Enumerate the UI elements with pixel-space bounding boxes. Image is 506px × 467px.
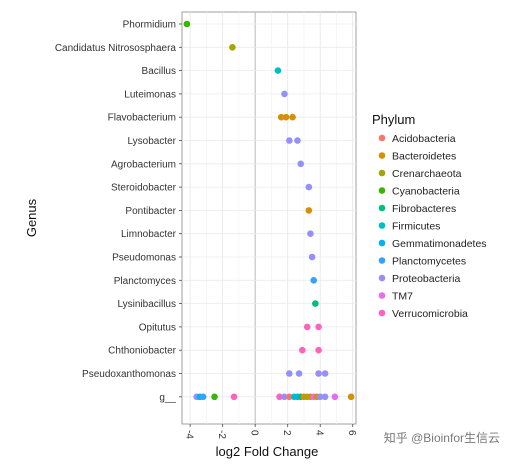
legend-key — [378, 152, 386, 159]
legend-key — [378, 187, 386, 194]
legend-key — [378, 239, 386, 247]
data-point — [276, 393, 283, 401]
data-point — [295, 370, 303, 377]
legend-key — [378, 222, 386, 229]
y-tick-label: Pseudoxanthomonas — [82, 369, 176, 380]
legend-key — [378, 309, 386, 317]
y-tick-label: g__ — [159, 392, 176, 403]
data-points — [183, 20, 355, 401]
x-tick-label: 6 — [346, 430, 357, 436]
data-point — [229, 44, 236, 51]
x-axis-title: log2 Fold Change — [216, 444, 319, 459]
legend-label: Bacteroidetes — [392, 150, 456, 162]
x-tick-label: 2 — [281, 430, 292, 436]
data-point — [315, 370, 322, 377]
legend-label: Acidobacteria — [392, 133, 456, 145]
data-point — [281, 90, 288, 98]
data-point — [347, 393, 355, 401]
x-tick-label: 0 — [249, 430, 260, 436]
y-tick-label: Agrobacterium — [111, 159, 176, 170]
y-tick-label: Pseudomonas — [112, 253, 176, 264]
legend-label: TM7 — [392, 290, 413, 302]
watermark: 知乎 @Bioinfor生信云 — [384, 431, 500, 445]
data-point — [277, 113, 285, 121]
y-tick-label: Steroidobacter — [111, 183, 177, 194]
legend-label: Planctomycetes — [392, 255, 466, 267]
data-point — [305, 183, 313, 191]
data-point — [307, 230, 314, 237]
y-tick-label: Luteimonas — [124, 89, 176, 100]
data-point — [315, 346, 322, 354]
data-point — [230, 393, 238, 401]
x-tick-label: -2 — [216, 430, 227, 439]
legend-key — [378, 134, 386, 142]
legend-label: Verrucomicrobia — [392, 308, 468, 320]
data-point — [331, 393, 339, 401]
data-point — [294, 137, 301, 144]
y-tick-label: Pontibacter — [125, 206, 176, 217]
x-tick-label: -4 — [184, 430, 195, 439]
legend-label: Crenarchaeota — [392, 168, 462, 180]
data-point — [286, 370, 293, 377]
data-point — [321, 370, 329, 377]
data-point — [289, 113, 296, 121]
data-point — [312, 300, 319, 307]
y-tick-label: Candidatus Nitrososphaera — [55, 43, 177, 54]
legend-title: Phylum — [372, 112, 415, 127]
data-point — [274, 67, 282, 74]
data-point — [303, 323, 311, 331]
data-point — [316, 393, 324, 401]
data-point — [286, 393, 293, 401]
y-tick-label: Planctomyces — [114, 276, 176, 287]
legend-label: Fibrobacteres — [392, 203, 456, 215]
grid — [182, 12, 356, 424]
panel-background — [181, 11, 357, 425]
legend-key — [378, 257, 386, 264]
data-point — [315, 323, 322, 331]
y-tick-label: Limnobacter — [121, 229, 177, 240]
data-point — [321, 393, 329, 401]
legend-key — [378, 292, 386, 299]
y-tick-label: Flavobacterium — [108, 113, 176, 124]
data-point — [297, 160, 305, 168]
data-point — [286, 137, 293, 144]
legend-label: Cyanobacteria — [392, 185, 460, 197]
data-point — [183, 20, 191, 28]
y-tick-label: Lysinibacillus — [117, 299, 176, 310]
y-tick-label: Phormidium — [123, 20, 176, 31]
y-tick-label: Opitutus — [139, 322, 176, 333]
x-tick-label: 4 — [314, 430, 325, 436]
data-point — [310, 277, 318, 284]
x-tick-labels: -4 -2 0 2 4 6 — [184, 424, 357, 439]
data-point — [282, 113, 290, 121]
y-tick-label: Chthoniobacter — [108, 346, 176, 357]
legend-key — [378, 204, 386, 212]
legend-label: Firmicutes — [392, 220, 440, 232]
y-tick-label: Lysobacter — [127, 136, 176, 147]
legend-label: Gemmatimonadetes — [392, 238, 487, 250]
data-point — [199, 393, 207, 401]
data-point — [281, 393, 288, 401]
data-point — [305, 207, 313, 214]
legend: Phylum Acidobacteria Bacteroidetes Crenarc… — [372, 112, 487, 320]
legend-key — [378, 274, 386, 282]
legend-key — [378, 169, 386, 177]
y-tick-label: Bacillus — [142, 66, 176, 77]
y-tick-labels: Phormidium Candidatus Nitrososphaera Bacil… — [55, 20, 182, 403]
data-point — [211, 393, 218, 401]
legend-label: Proteobacteria — [392, 273, 460, 285]
y-axis-title: Genus — [24, 198, 39, 237]
data-point — [299, 346, 306, 354]
data-point — [308, 253, 316, 261]
